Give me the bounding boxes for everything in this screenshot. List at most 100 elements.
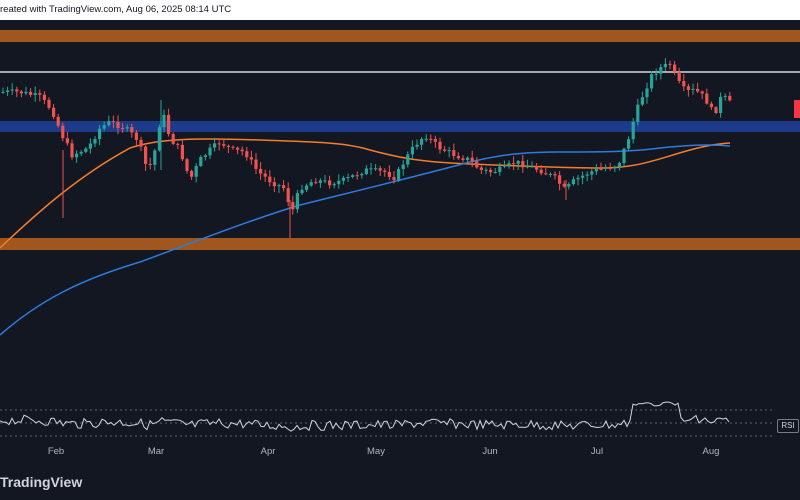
- candle-body: [88, 143, 92, 149]
- candle-body: [581, 175, 585, 178]
- candle-body: [479, 167, 483, 171]
- blue-moving-average-line: [0, 144, 731, 336]
- candle-body: [663, 63, 667, 68]
- rsi-indicator-label[interactable]: RSI: [777, 419, 799, 433]
- candle-body: [194, 165, 198, 177]
- candle-body: [558, 175, 562, 184]
- x-tick-label: May: [367, 446, 385, 457]
- candle-body: [42, 94, 46, 100]
- candle-body: [696, 88, 700, 92]
- candle-body: [116, 121, 120, 129]
- candle-body: [346, 177, 350, 179]
- candle-body: [447, 150, 451, 152]
- candle-body: [38, 93, 42, 95]
- candle-body: [705, 93, 709, 104]
- candle-body: [525, 166, 529, 168]
- candle-body: [190, 170, 194, 177]
- candle-body: [185, 159, 189, 171]
- x-tick-label: Apr: [260, 446, 276, 457]
- candle-body: [686, 86, 690, 90]
- candle-body: [24, 91, 28, 94]
- published-caption: reated with TradingView.com, Aug 06, 202…: [0, 4, 232, 15]
- candle-body: [15, 89, 19, 92]
- candle-body: [668, 63, 672, 65]
- candle-body: [351, 175, 355, 178]
- candle-body: [452, 150, 456, 156]
- candle-body: [139, 139, 143, 147]
- candle-body: [631, 121, 635, 140]
- candle-body: [314, 182, 318, 184]
- candle-body: [364, 168, 368, 175]
- candle-body: [199, 157, 203, 166]
- candle-body: [65, 138, 69, 144]
- candle-body: [493, 171, 497, 173]
- x-tick-label: Jul: [590, 446, 604, 457]
- x-tick-label: Feb: [47, 446, 65, 457]
- candle-body: [70, 143, 74, 158]
- candle-body: [535, 166, 539, 170]
- candle-body: [323, 180, 327, 182]
- candle-body: [438, 141, 442, 150]
- candle-body: [613, 167, 617, 169]
- candle-body: [443, 149, 447, 151]
- candle-body: [254, 159, 258, 169]
- candle-body: [521, 160, 525, 168]
- candle-body: [369, 168, 373, 170]
- candle-body: [466, 157, 470, 160]
- candle-body: [461, 158, 465, 160]
- candle-body: [617, 163, 621, 168]
- candle-body: [397, 169, 401, 181]
- candle-body: [640, 97, 644, 105]
- candle-body: [121, 128, 125, 130]
- candle-body: [512, 163, 516, 165]
- candle-body: [47, 99, 51, 108]
- candle-body: [208, 147, 212, 156]
- candle-body: [153, 150, 157, 165]
- candle-body: [318, 180, 322, 183]
- lower-orange-zone: [0, 238, 800, 250]
- candle-body: [148, 163, 152, 165]
- candle-body: [548, 174, 552, 176]
- candle-body: [530, 166, 534, 168]
- candle-body: [33, 93, 37, 96]
- candle-body: [456, 155, 460, 159]
- candle-body: [636, 104, 640, 122]
- candle-body: [249, 157, 253, 160]
- orange-moving-average-line: [0, 138, 731, 249]
- candle-body: [337, 180, 341, 185]
- candle-body: [383, 170, 387, 172]
- candle-body: [645, 88, 649, 98]
- x-tick-label: Mar: [147, 446, 165, 457]
- price-chart[interactable]: [0, 20, 800, 450]
- candle-body: [309, 182, 313, 186]
- candle-body: [84, 148, 88, 152]
- candle-body: [236, 147, 240, 150]
- candle-body: [1, 91, 5, 93]
- candle-body: [217, 143, 221, 145]
- candle-body: [19, 91, 23, 94]
- candle-body: [553, 174, 557, 176]
- candle-body: [723, 95, 727, 97]
- candle-body: [125, 127, 129, 129]
- candle-body: [627, 139, 631, 149]
- candle-body: [489, 169, 493, 173]
- candle-body: [415, 144, 419, 147]
- candle-body: [29, 91, 33, 96]
- candle-body: [539, 169, 543, 174]
- candle-body: [420, 138, 424, 145]
- candle-body: [410, 146, 414, 155]
- candle-body: [590, 171, 594, 175]
- candle-body: [424, 138, 428, 140]
- candle-body: [392, 176, 396, 181]
- candle-body: [401, 164, 405, 170]
- candle-body: [567, 184, 571, 187]
- candle-body: [544, 173, 548, 175]
- candle-body: [378, 168, 382, 171]
- candle-body: [295, 193, 299, 210]
- candle-body: [61, 125, 65, 139]
- candle-body: [272, 182, 276, 187]
- candle-body: [682, 81, 686, 87]
- candle-body: [714, 107, 718, 113]
- candle-body: [332, 184, 336, 186]
- candle-body: [700, 91, 704, 94]
